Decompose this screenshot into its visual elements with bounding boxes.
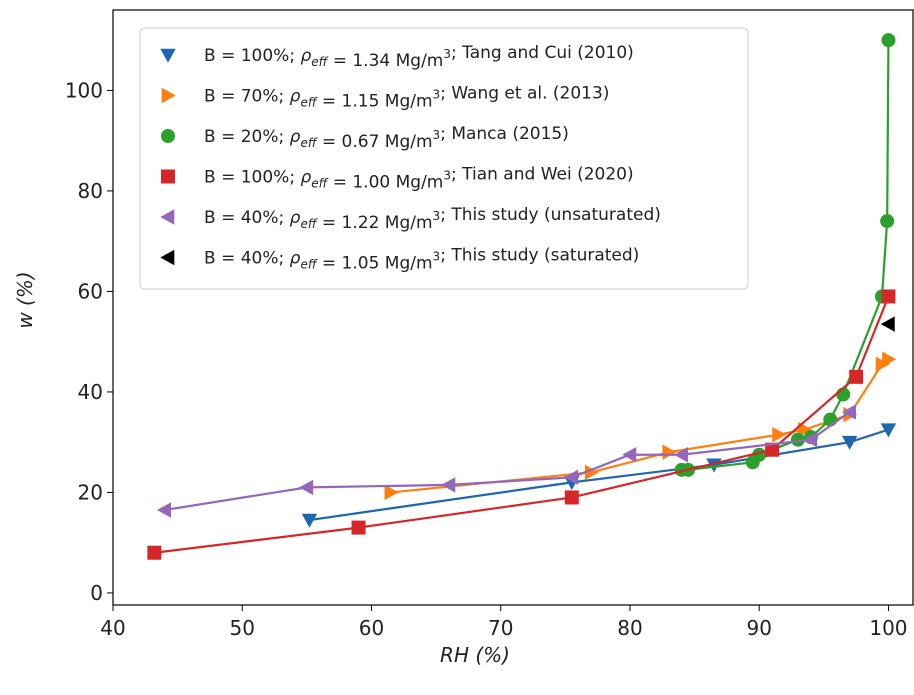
legend-marker [161, 169, 175, 184]
y-tick-label: 40 [78, 380, 103, 404]
y-tick-label: 20 [78, 480, 103, 504]
legend-label: B = 40%; ρeff = 1.05 Mg/m3; This study (… [204, 246, 639, 274]
plot-area [112, 9, 914, 606]
point [881, 33, 896, 48]
legend-label: B = 20%; ρeff = 0.67 Mg/m3; Manca (2015) [204, 124, 569, 152]
x-tick-label: 90 [746, 616, 771, 640]
y-tick-label: 100 [65, 78, 103, 102]
x-axis-label: RH (%) [440, 643, 510, 667]
point [299, 479, 314, 496]
y-tick-label: 0 [90, 581, 103, 605]
point [673, 447, 688, 463]
legend-marker [160, 48, 176, 63]
legend-label: B = 40%; ρeff = 1.22 Mg/m3; This study (… [204, 205, 661, 233]
point [881, 289, 896, 304]
point [841, 435, 858, 450]
point [301, 513, 318, 528]
point [384, 484, 399, 501]
point [880, 316, 895, 332]
legend: B = 100%; ρeff = 1.34 Mg/m3; Tang and Cu… [139, 27, 749, 290]
legend-label: B = 70%; ρeff = 1.15 Mg/m3; Wang et al. … [204, 84, 609, 112]
point [849, 369, 864, 384]
legend-marker [161, 129, 175, 143]
point [798, 421, 813, 438]
point [882, 351, 897, 367]
series-line [390, 358, 890, 494]
point [880, 214, 895, 229]
y-tick-label: 80 [78, 179, 103, 203]
point [147, 545, 162, 560]
y-tick-label: 60 [78, 279, 103, 303]
series-line [154, 296, 890, 554]
point [765, 442, 780, 457]
point [790, 432, 805, 447]
legend-label: B = 100%; ρeff = 1.00 Mg/m3; Tian and We… [204, 165, 634, 193]
series-line [164, 411, 851, 512]
x-tick-label: 60 [359, 616, 384, 640]
point [156, 502, 171, 518]
x-tick-label: 70 [488, 616, 513, 640]
x-tick-label: 100 [869, 616, 907, 640]
point [836, 387, 851, 402]
point [823, 412, 838, 427]
x-tick-label: 80 [617, 616, 642, 640]
point [841, 404, 856, 420]
legend-marker [160, 209, 175, 225]
point [772, 426, 787, 443]
point [803, 431, 818, 448]
legend-label: B = 100%; ρeff = 1.34 Mg/m3; Tang and Cu… [204, 43, 634, 71]
point [880, 423, 897, 438]
point [622, 447, 637, 463]
point [584, 464, 599, 481]
legend-box [139, 27, 749, 290]
x-tick-label: 50 [230, 616, 255, 640]
point [564, 490, 579, 505]
point [564, 469, 579, 486]
legend-marker [161, 87, 176, 104]
legend-marker [160, 249, 175, 266]
point [351, 520, 366, 535]
y-axis-label: w (%) [13, 271, 37, 328]
x-tick-label: 40 [100, 616, 125, 640]
point [662, 444, 677, 460]
point [441, 477, 456, 493]
